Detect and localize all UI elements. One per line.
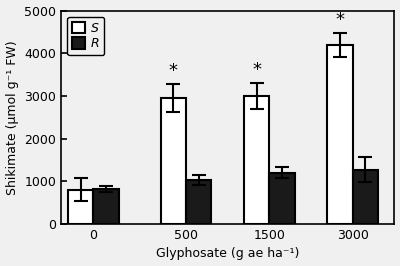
Bar	[244, 96, 269, 224]
Bar	[93, 189, 119, 224]
Bar	[160, 98, 186, 224]
Text: *: *	[169, 62, 178, 80]
Text: *: *	[336, 11, 344, 29]
Legend: $S$, $R$: $S$, $R$	[67, 17, 104, 55]
X-axis label: Glyphosate (g ae ha⁻¹): Glyphosate (g ae ha⁻¹)	[156, 247, 299, 260]
Bar	[269, 173, 295, 224]
Bar	[68, 190, 93, 224]
Bar	[186, 180, 212, 224]
Bar	[353, 170, 378, 224]
Text: *: *	[252, 61, 261, 79]
Y-axis label: Shikimate (μmol g⁻¹ FW): Shikimate (μmol g⁻¹ FW)	[6, 40, 18, 195]
Bar	[327, 45, 353, 224]
